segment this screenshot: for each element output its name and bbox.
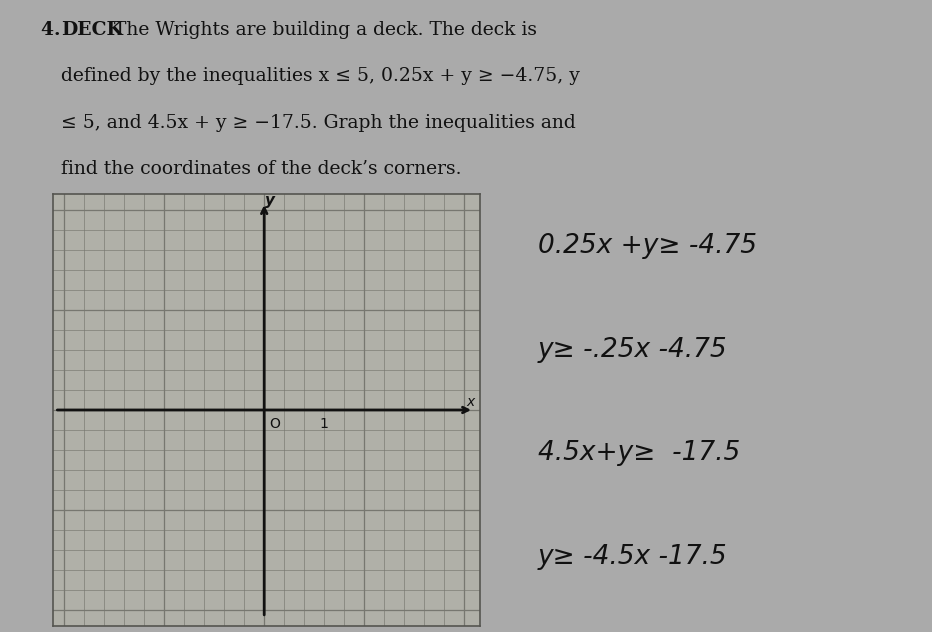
Text: 0.25x +y≥ -4.75: 0.25x +y≥ -4.75: [538, 233, 757, 259]
Text: 4.: 4.: [41, 21, 67, 39]
Text: find the coordinates of the deck’s corners.: find the coordinates of the deck’s corne…: [62, 160, 461, 178]
Text: ≤ 5, and 4.5x + y ≥ −17.5. Graph the inequalities and: ≤ 5, and 4.5x + y ≥ −17.5. Graph the ine…: [62, 114, 576, 131]
Text: y≥ -4.5x -17.5: y≥ -4.5x -17.5: [538, 544, 728, 569]
Text: O: O: [268, 417, 280, 431]
Text: y: y: [266, 193, 275, 209]
Text: y≥ -.25x -4.75: y≥ -.25x -4.75: [538, 337, 728, 363]
Text: 1: 1: [320, 417, 329, 431]
Text: x: x: [466, 395, 474, 409]
Text: 4.5x+y≥  -17.5: 4.5x+y≥ -17.5: [538, 440, 740, 466]
Text: DECK: DECK: [62, 21, 123, 39]
Text: The Wrights are building a deck. The deck is: The Wrights are building a deck. The dec…: [107, 21, 537, 39]
Text: defined by the inequalities x ≤ 5, 0.25x + y ≥ −4.75, y: defined by the inequalities x ≤ 5, 0.25x…: [62, 68, 580, 85]
